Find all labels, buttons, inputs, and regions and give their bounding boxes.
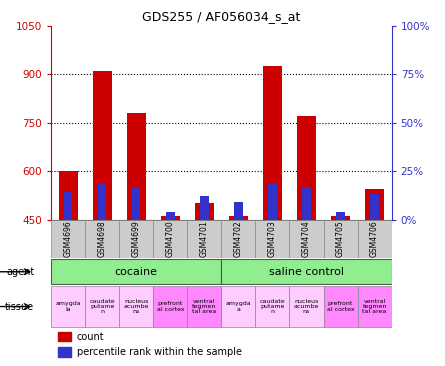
Text: nucleus
acumbe
ns: nucleus acumbe ns xyxy=(124,299,149,314)
Bar xyxy=(324,220,358,258)
Bar xyxy=(58,347,71,356)
Bar xyxy=(255,220,290,258)
Text: GSM4706: GSM4706 xyxy=(370,220,379,257)
Text: GSM4696: GSM4696 xyxy=(64,220,73,257)
Bar xyxy=(161,216,180,220)
Bar xyxy=(370,194,379,220)
Bar xyxy=(58,332,71,341)
Bar xyxy=(222,286,255,327)
Bar xyxy=(187,220,222,258)
Text: agent: agent xyxy=(6,267,34,277)
Bar xyxy=(93,71,112,220)
Text: GSM4703: GSM4703 xyxy=(268,220,277,257)
Bar xyxy=(365,189,384,220)
Bar xyxy=(302,187,311,220)
Text: percentile rank within the sample: percentile rank within the sample xyxy=(77,347,242,357)
Bar xyxy=(51,286,85,327)
Text: ventral
tegmen
tal area: ventral tegmen tal area xyxy=(362,299,387,314)
Bar xyxy=(119,286,153,327)
Text: saline control: saline control xyxy=(269,267,344,277)
Bar xyxy=(255,286,290,327)
Bar xyxy=(234,202,243,220)
Text: GSM4698: GSM4698 xyxy=(98,220,107,257)
Text: caudate
putame
n: caudate putame n xyxy=(89,299,115,314)
Bar xyxy=(290,286,324,327)
Text: count: count xyxy=(77,332,104,342)
Text: caudate
putame
n: caudate putame n xyxy=(259,299,285,314)
Text: amygda
la: amygda la xyxy=(55,301,81,312)
Bar xyxy=(153,220,187,258)
Bar xyxy=(59,171,77,220)
Text: GSM4705: GSM4705 xyxy=(336,220,345,257)
Title: GDS255 / AF056034_s_at: GDS255 / AF056034_s_at xyxy=(142,10,300,23)
Bar xyxy=(263,66,282,220)
Bar xyxy=(324,286,358,327)
Text: GSM4701: GSM4701 xyxy=(200,220,209,257)
Bar xyxy=(229,216,248,220)
Text: GSM4699: GSM4699 xyxy=(132,220,141,257)
Text: prefront
al cortex: prefront al cortex xyxy=(157,301,184,312)
Bar xyxy=(290,220,324,258)
Bar xyxy=(64,193,73,220)
Bar xyxy=(51,220,85,258)
Text: GSM4702: GSM4702 xyxy=(234,220,243,257)
Bar xyxy=(222,220,255,258)
Text: GSM4704: GSM4704 xyxy=(302,220,311,257)
Bar xyxy=(85,286,119,327)
Bar xyxy=(153,286,187,327)
Bar xyxy=(166,212,174,220)
Text: ventral
tegmen
tal area: ventral tegmen tal area xyxy=(192,299,217,314)
Bar xyxy=(98,183,106,220)
Bar xyxy=(127,113,146,220)
Bar xyxy=(85,220,119,258)
Bar xyxy=(331,216,350,220)
Text: cocaine: cocaine xyxy=(115,267,158,277)
Text: GSM4700: GSM4700 xyxy=(166,220,175,257)
Bar xyxy=(51,259,222,284)
Text: nucleus
acumbe
ns: nucleus acumbe ns xyxy=(294,299,319,314)
Bar xyxy=(187,286,222,327)
Bar xyxy=(358,286,392,327)
Bar xyxy=(222,259,392,284)
Text: prefront
al cortex: prefront al cortex xyxy=(327,301,354,312)
Bar xyxy=(358,220,392,258)
Text: amygda
a: amygda a xyxy=(226,301,251,312)
Bar xyxy=(119,220,153,258)
Bar xyxy=(268,183,277,220)
Bar xyxy=(132,187,141,220)
Bar xyxy=(200,196,209,220)
Bar xyxy=(195,203,214,220)
Bar xyxy=(336,212,345,220)
Bar xyxy=(297,116,316,220)
Text: tissue: tissue xyxy=(5,302,34,311)
